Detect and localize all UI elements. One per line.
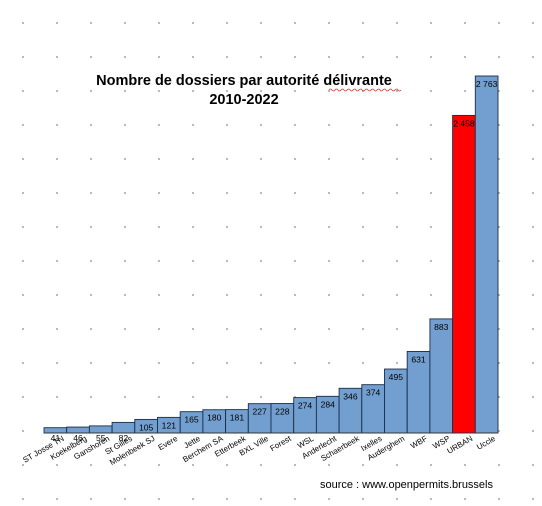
chart-subtitle: 2010-2022 [209,92,278,108]
bar-ganshoren [88,425,113,434]
labels-layer: 41 46 55 82 105 121 165 180 181 227 228 274 284 346 37… [51,79,498,443]
bar-value-label: 46 [73,433,83,443]
bar-value-label: 631 [411,354,426,364]
bar-value-label: 346 [343,391,358,401]
bar-value-label: 495 [389,372,404,382]
x-tick-label: URBAN [446,434,475,456]
bar-value-label: 105 [139,422,154,432]
bar-value-label: 883 [434,322,449,332]
bar-value-label: 165 [184,415,199,425]
x-tick-label: Uccle [475,434,497,452]
bar-value-label: 228 [275,407,290,417]
bar-value-label: 121 [162,420,177,430]
bar-st-gilles [111,421,136,434]
bar-value-label: 180 [207,413,222,423]
x-tick-label: Forest [269,434,294,454]
bar-value-label: 274 [298,401,313,411]
bar-value-label: 41 [51,433,61,443]
bar-urban [452,114,476,434]
bar-value-label: 82 [119,433,129,443]
chart-title: Nombre de dossiers par autorité délivran… [96,73,392,89]
bar-value-label: 284 [321,399,336,409]
bar-value-label: 2 763 [476,79,498,89]
bar-value-label: 227 [252,407,267,417]
spellcheck-underline [328,88,402,92]
bar-uccle [474,75,499,434]
bar-value-label: 181 [230,413,245,423]
bar-value-label: 2 458 [453,118,475,128]
bar-wsp [429,318,454,434]
source-note: source : www.openpermits.brussels [320,479,494,491]
bar-value-label: 374 [366,388,381,398]
x-tick-label: WBF [409,434,429,451]
bars-layer [43,75,499,434]
x-tick-label: Evere [157,434,180,453]
bar-value-label: 55 [96,433,106,443]
